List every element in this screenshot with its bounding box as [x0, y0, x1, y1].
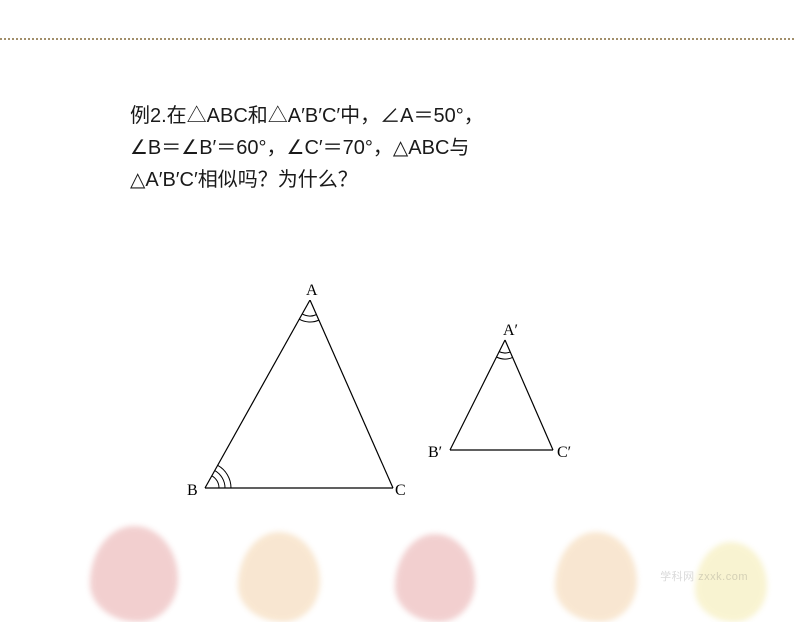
vertex-label-C: C	[395, 482, 406, 500]
vertex-label-A: A	[306, 282, 318, 300]
footer-blob	[90, 526, 178, 622]
problem-line-1: 例2.在△ABC和△A′B′C′中，∠A＝50°，	[130, 100, 484, 132]
footer-blob	[555, 532, 637, 622]
problem-line-3: △A′B′C′相似吗？为什么？	[130, 164, 484, 196]
figure-area: A B C A′ B′ C′	[195, 300, 635, 540]
vertex-label-Cprime: C′	[557, 444, 571, 462]
problem-text: 例2.在△ABC和△A′B′C′中，∠A＝50°， ∠B＝∠B′＝60°，∠C′…	[130, 100, 484, 196]
footer-blob	[238, 532, 320, 622]
watermark: 学科网 zxxk.com	[660, 568, 748, 584]
top-dotted-divider	[0, 38, 794, 40]
vertex-label-B: B	[187, 482, 198, 500]
triangles-svg	[195, 300, 635, 520]
problem-line-2: ∠B＝∠B′＝60°，∠C′＝70°，△ABC与	[130, 132, 484, 164]
vertex-label-Bprime: B′	[428, 444, 442, 462]
vertex-label-Aprime: A′	[503, 322, 518, 340]
footer-blob	[395, 534, 475, 622]
